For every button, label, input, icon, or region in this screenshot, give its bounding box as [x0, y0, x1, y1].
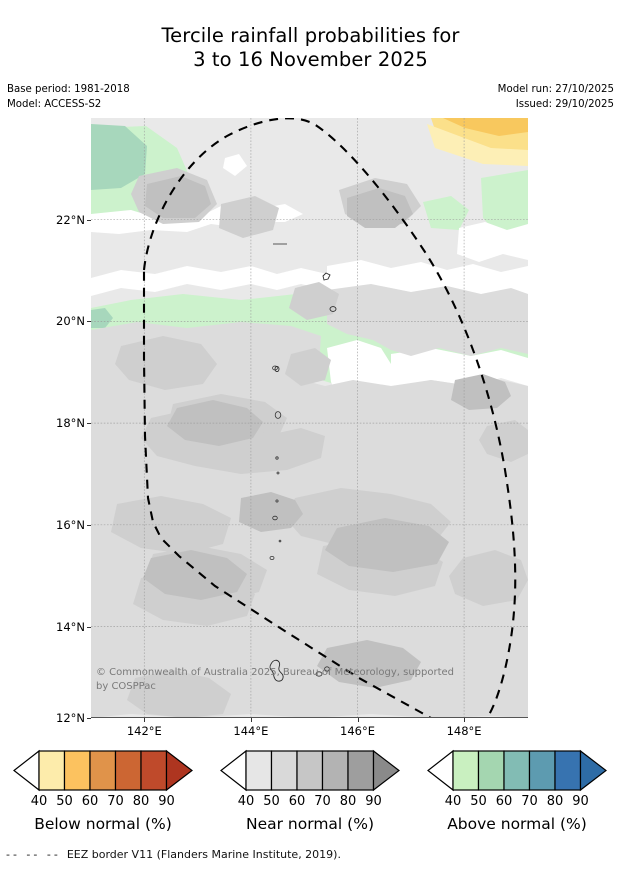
- title-line-2: 3 to 16 November 2025: [193, 48, 428, 71]
- colorbar-above-normal-ticks: 40 50 60 70 80 90: [422, 794, 612, 812]
- cbar-below-40-50: [38, 750, 66, 791]
- y-axis-label-14N: 14°N: [56, 619, 85, 634]
- cbar-above-tick-80: 80: [546, 794, 564, 809]
- y-axis-label-20N: 20°N: [56, 314, 85, 329]
- issued-text: Issued: 29/10/2025: [515, 99, 614, 110]
- above-normal-shading-level-2: [91, 124, 147, 328]
- page-title: Tercile rainfall probabilities for 3 to …: [0, 24, 621, 72]
- map-plot-area: © Commonwealth of Australia 2025, Bureau…: [56, 118, 528, 738]
- island-outlines-detail: [269, 272, 337, 682]
- cbar-below-tick-40: 40: [30, 794, 48, 809]
- below-normal-level-0: [427, 124, 528, 166]
- x-tick-mark: [144, 718, 146, 722]
- cbar-above-70-80: [528, 750, 556, 791]
- footer-legend-text: EEZ border V11 (Flanders Marine Institut…: [66, 848, 341, 861]
- cbar-above-tick-40: 40: [444, 794, 462, 809]
- cbar-above-60-70: [503, 750, 531, 791]
- x-axis-label-144E: 144°E: [233, 724, 269, 738]
- x-tick-mark: [464, 718, 466, 722]
- y-axis-label-16N: 16°N: [56, 517, 85, 532]
- model-run-text: Model run: 27/10/2025: [497, 84, 614, 95]
- cbar-near-50-60: [270, 750, 298, 791]
- colorbar-below-normal-caption: Below normal (%): [34, 815, 172, 833]
- cbar-near-tick-80: 80: [339, 794, 357, 809]
- model-text: Model: ACCESS-S2: [7, 99, 102, 110]
- y-axis-label-18N: 18°N: [56, 416, 85, 431]
- eez-border-line: [142, 118, 517, 718]
- colorbar-above-normal-swatches: [427, 749, 607, 792]
- cbar-near-80-90: [347, 750, 375, 791]
- cbar-near-70-80: [321, 750, 349, 791]
- x-axis-label-146E: 146°E: [340, 724, 375, 738]
- cbar-near-tick-90: 90: [365, 794, 382, 809]
- y-tick-mark: [87, 718, 91, 719]
- metadata-left: Base period: 1981-2018 Model: ACCESS-S2: [7, 82, 130, 112]
- cbar-below-tick-90: 90: [158, 794, 175, 809]
- cbar-above-tick-60: 60: [495, 794, 513, 809]
- y-tick-mark: [87, 524, 91, 526]
- x-axis-label-142E: 142°E: [126, 724, 162, 738]
- colorbar-above-normal-caption: Above normal (%): [447, 815, 587, 833]
- near-normal-shading-level-4: [143, 176, 511, 688]
- y-tick-mark: [87, 423, 91, 425]
- y-tick-mark: [87, 219, 91, 221]
- cbar-above-80-90: [554, 750, 582, 791]
- cbar-near-tick-60: 60: [288, 794, 306, 809]
- y-axis-label-12N: 12°N: [56, 711, 85, 725]
- colorbar-near-normal-ticks: 40 50 60 70 80 90: [215, 794, 405, 812]
- x-axis-label-148E: 148°E: [446, 724, 482, 738]
- cbar-below-80-90: [140, 750, 168, 791]
- cbar-below-tick-70: 70: [107, 794, 124, 809]
- cbar-below-over-arrow: [165, 749, 193, 792]
- cbar-near-tick-40: 40: [237, 794, 255, 809]
- cbar-above-tick-70: 70: [521, 794, 538, 809]
- cbar-near-40-50: [245, 750, 273, 791]
- colorbar-below-normal-swatches: [13, 749, 193, 792]
- x-tick-mark: [250, 718, 252, 722]
- cbar-below-tick-50: 50: [56, 794, 73, 809]
- island-outlines: [269, 243, 330, 677]
- cbar-below-60-70: [89, 750, 117, 791]
- cbar-above-tick-90: 90: [572, 794, 589, 809]
- cbar-above-tick-50: 50: [470, 794, 487, 809]
- map-gridlines: [91, 118, 528, 718]
- cbar-above-40-50: [452, 750, 480, 791]
- footer-legend: -- -- -- EEZ border V11 (Flanders Marine…: [6, 848, 341, 861]
- cbar-below-tick-80: 80: [132, 794, 150, 809]
- cbar-above-50-60: [477, 750, 505, 791]
- y-axis-label-22N: 22°N: [56, 212, 85, 227]
- cbar-below-50-60: [63, 750, 91, 791]
- cbar-below-under-arrow: [13, 749, 40, 792]
- cbar-below-70-80: [114, 750, 142, 791]
- colorbar-near-normal: 40 50 60 70 80 90 Near normal (%): [215, 748, 405, 833]
- metadata-right: Model run: 27/10/2025 Issued: 29/10/2025: [498, 82, 614, 112]
- title-line-1: Tercile rainfall probabilities for: [161, 24, 460, 47]
- cbar-near-over-arrow: [372, 749, 400, 792]
- colorbar-near-normal-swatches: [220, 749, 400, 792]
- colorbar-above-normal: 40 50 60 70 80 90 Above normal (%): [422, 748, 612, 833]
- colorbar-below-normal: 40 50 60 70 80 90 Below normal (%): [8, 748, 198, 833]
- x-tick-mark: [357, 718, 359, 722]
- cbar-above-under-arrow: [427, 749, 454, 792]
- cbar-near-tick-50: 50: [263, 794, 280, 809]
- y-tick-mark: [87, 626, 91, 628]
- cbar-above-over-arrow: [579, 749, 607, 792]
- colorbar-below-normal-ticks: 40 50 60 70 80 90: [8, 794, 198, 812]
- cbar-near-tick-70: 70: [314, 794, 331, 809]
- cbar-near-60-70: [296, 750, 324, 791]
- colorbar-near-normal-caption: Near normal (%): [246, 815, 374, 833]
- eez-dash-key-icon: -- -- --: [6, 848, 61, 861]
- tercile-probability-map: [91, 118, 528, 718]
- y-tick-mark: [87, 321, 91, 323]
- cbar-below-tick-60: 60: [81, 794, 99, 809]
- cbar-near-under-arrow: [220, 749, 247, 792]
- base-period-text: Base period: 1981-2018: [7, 84, 130, 95]
